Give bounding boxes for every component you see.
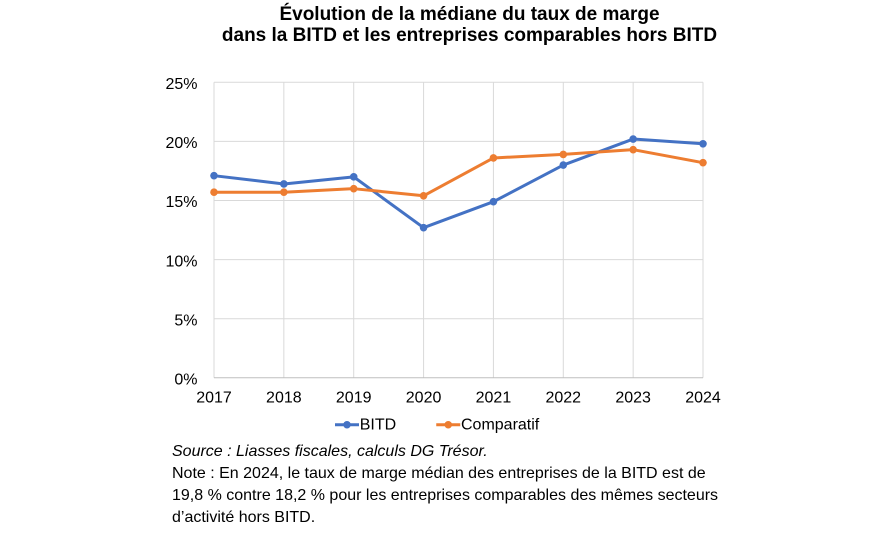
- legend-label: BITD: [360, 416, 396, 433]
- y-tick-label: 25%: [165, 76, 197, 93]
- legend-item-comparatif: Comparatif: [436, 416, 540, 433]
- gridlines: [213, 81, 704, 378]
- legend-marker-swatch: [343, 420, 351, 429]
- series-marker-bitd: [559, 161, 568, 169]
- note-text-line-1: Note : En 2024, le taux de marge médian …: [172, 464, 706, 482]
- series-marker-comparatif: [349, 184, 358, 193]
- legend-item-bitd: BITD: [335, 416, 396, 433]
- series-line-comparatif: [212, 148, 705, 198]
- series-marker-bitd: [349, 173, 358, 181]
- series-marker-bitd: [699, 139, 707, 148]
- series-comparatif: [210, 145, 707, 200]
- x-tick-label: 2020: [406, 390, 442, 407]
- series-marker-bitd: [210, 171, 218, 180]
- series-line-bitd: [212, 137, 705, 230]
- y-tick-label: 20%: [165, 135, 197, 152]
- series-marker-bitd: [280, 180, 288, 188]
- note-text-line-2: 19,8 % contre 18,2 % pour les entreprise…: [172, 486, 719, 504]
- legend: BITD Comparatif: [335, 416, 540, 433]
- legend-label: Comparatif: [461, 416, 540, 433]
- chart-notes: Source : Liasses fiscales, calculs DG Tr…: [172, 441, 718, 529]
- x-tick-label: 2021: [476, 390, 512, 407]
- series-marker-comparatif: [489, 154, 498, 162]
- x-tick-label: 2023: [615, 390, 651, 407]
- series-marker-comparatif: [629, 145, 637, 154]
- series-marker-bitd: [489, 197, 498, 206]
- note-text-line-3: d’activité hors BITD.: [172, 508, 316, 526]
- series-marker-comparatif: [210, 188, 218, 197]
- x-tick-label: 2019: [336, 390, 372, 407]
- chart-title-line-2: dans la BITD et les entreprises comparab…: [221, 25, 718, 46]
- series-marker-bitd: [419, 223, 428, 232]
- y-tick-label: 10%: [165, 253, 197, 270]
- chart-title-line-1: Évolution de la médiane du taux de marge: [279, 3, 660, 25]
- chart-title: Évolution de la médiane du taux de marge…: [0, 4, 880, 47]
- legend-marker-swatch: [444, 420, 453, 429]
- y-tick-label: 15%: [165, 194, 197, 211]
- series-marker-comparatif: [559, 150, 568, 159]
- x-tick-label: 2017: [196, 390, 232, 407]
- x-tick-label: 2024: [685, 390, 721, 407]
- series-marker-bitd: [629, 135, 637, 143]
- x-axis-labels: 2017 2018 2019 2020 2021 2022 2023 2024: [196, 390, 721, 407]
- y-axis-labels: 0% 5% 10% 15% 20% 25%: [165, 76, 197, 389]
- series-bitd: [210, 135, 707, 232]
- series-marker-comparatif: [419, 191, 428, 200]
- x-tick-label: 2022: [545, 390, 581, 407]
- series-marker-comparatif: [280, 188, 288, 197]
- y-tick-label: 5%: [174, 312, 197, 329]
- y-tick-label: 0%: [174, 372, 197, 389]
- x-tick-label: 2018: [266, 390, 302, 407]
- series-marker-comparatif: [699, 158, 707, 167]
- source-text: Source : Liasses fiscales, calculs DG Tr…: [172, 442, 488, 460]
